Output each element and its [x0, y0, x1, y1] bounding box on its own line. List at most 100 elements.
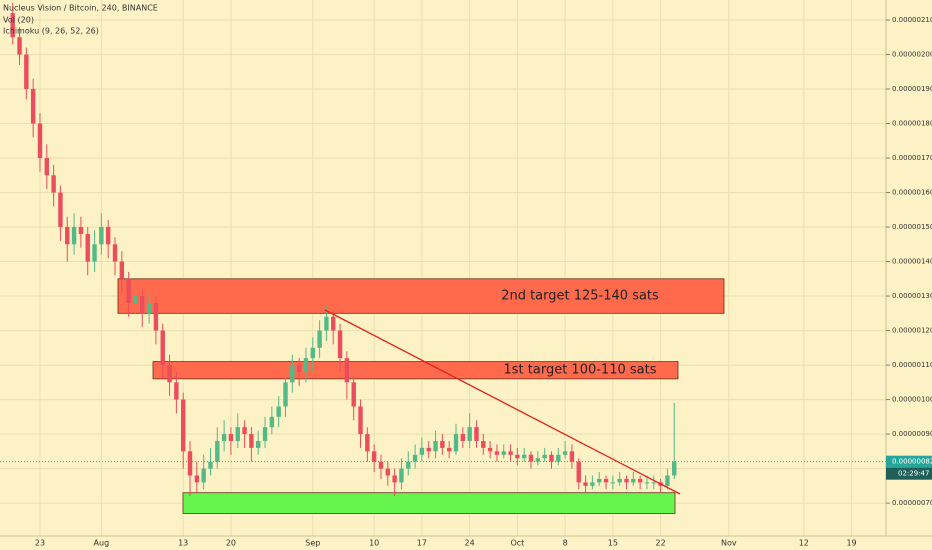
candle-body [30, 89, 36, 124]
candle-body [446, 447, 452, 452]
candle-body [406, 461, 411, 469]
candle-body [617, 478, 622, 483]
candle-body [58, 192, 63, 228]
candle-body [508, 451, 513, 455]
candle-body [378, 461, 384, 469]
candle-body [235, 427, 240, 441]
candle-body [24, 54, 29, 90]
candle-body [399, 468, 404, 483]
zones [117, 278, 725, 514]
x-tick-label: 13 [178, 539, 188, 548]
candle-body [324, 316, 329, 331]
candle-body [221, 434, 227, 441]
candle-body [119, 261, 125, 279]
candle-body [535, 458, 541, 462]
indicator-label: Vol (20) [3, 16, 34, 25]
x-tick-label: 15 [608, 539, 618, 548]
candle-body [358, 406, 363, 435]
candle-body [542, 454, 547, 459]
candle-body [644, 482, 650, 484]
candle-body [365, 434, 370, 452]
chart-title: Nucleus Vision / Bitcoin, 240, BINANCE [3, 4, 158, 13]
candle-body [249, 434, 254, 448]
zone-label: 2nd target 125-140 sats [501, 289, 659, 304]
zone-label: 1st target 100-110 sats [504, 363, 657, 378]
candle-body [310, 347, 315, 359]
candle-body [494, 451, 500, 455]
candle-body [140, 296, 145, 314]
candle-body [44, 158, 49, 176]
candle-body [631, 478, 636, 483]
y-tick-label: 0.00000160 [892, 189, 932, 197]
candle-body [201, 468, 206, 483]
candle-body [501, 451, 506, 455]
x-tick-label: Aug [94, 539, 110, 548]
price-badge [886, 455, 932, 468]
x-tick-label: Oct [510, 539, 524, 548]
candle-body [208, 461, 213, 469]
candle-body [453, 434, 459, 452]
candle-body [51, 175, 56, 193]
y-tick-label: 0.00000090 [892, 430, 932, 438]
candle-body [296, 365, 302, 372]
price-label: 0.00000082 [892, 458, 932, 466]
candle-body [412, 454, 418, 462]
x-tick-label: 12 [799, 539, 809, 548]
y-tick-label: 0.00000180 [892, 120, 932, 128]
candle-body [371, 451, 377, 462]
candle-body [146, 302, 152, 314]
candle-body [228, 434, 234, 441]
countdown-label: 02:29:47 [898, 470, 929, 478]
candle-body [262, 427, 268, 441]
candle-body [153, 302, 159, 331]
candle-body [440, 440, 445, 448]
candle-body [549, 454, 554, 462]
candle-body [419, 447, 425, 455]
y-tick-label: 0.00000070 [892, 499, 932, 507]
candle-body [344, 358, 350, 383]
candle-body [126, 278, 131, 303]
candle-body [256, 440, 261, 448]
candle-body [283, 382, 288, 407]
x-tick-label: 19 [846, 539, 856, 548]
candle-body [433, 440, 438, 452]
y-tick-label: 0.00000100 [892, 396, 932, 404]
candle-body [85, 233, 90, 262]
candle-body [624, 478, 629, 483]
x-tick-label: 24 [465, 539, 475, 548]
target-zone [152, 361, 679, 380]
candle-body [460, 434, 466, 441]
candle-body [487, 447, 493, 452]
y-tick-label: 0.00000130 [892, 292, 932, 300]
candle-body [215, 440, 220, 462]
candle-body [133, 296, 138, 303]
candle-body [576, 461, 581, 483]
candle-body [603, 478, 609, 483]
candle-body [187, 451, 193, 476]
plot-area [0, 0, 886, 536]
countdown-badge [886, 467, 932, 480]
x-tick-label: 10 [369, 539, 379, 548]
candle-body [276, 406, 281, 417]
candle-body [481, 440, 486, 448]
candle-body [290, 365, 295, 383]
candle-body [610, 482, 616, 484]
candle-body [112, 244, 118, 262]
x-tick-label: Sep [305, 539, 320, 548]
candle-body [522, 454, 527, 459]
x-tick-label: 20 [226, 539, 236, 548]
candle-body [65, 227, 70, 245]
candle-body [99, 227, 104, 245]
x-tick-label: 23 [35, 539, 45, 548]
y-tick-label: 0.00000200 [892, 51, 932, 59]
candle-body [181, 399, 186, 452]
candle-body [37, 123, 43, 159]
target-zone [117, 278, 725, 314]
x-tick-label: 8 [563, 539, 568, 548]
indicator-label: Ichimoku (9, 26, 52, 26) [3, 27, 99, 36]
y-tick-label: 0.00000210 [892, 16, 932, 24]
candle-body [467, 427, 472, 441]
x-tick-label: Nov [721, 539, 737, 548]
candle-body [105, 227, 111, 245]
